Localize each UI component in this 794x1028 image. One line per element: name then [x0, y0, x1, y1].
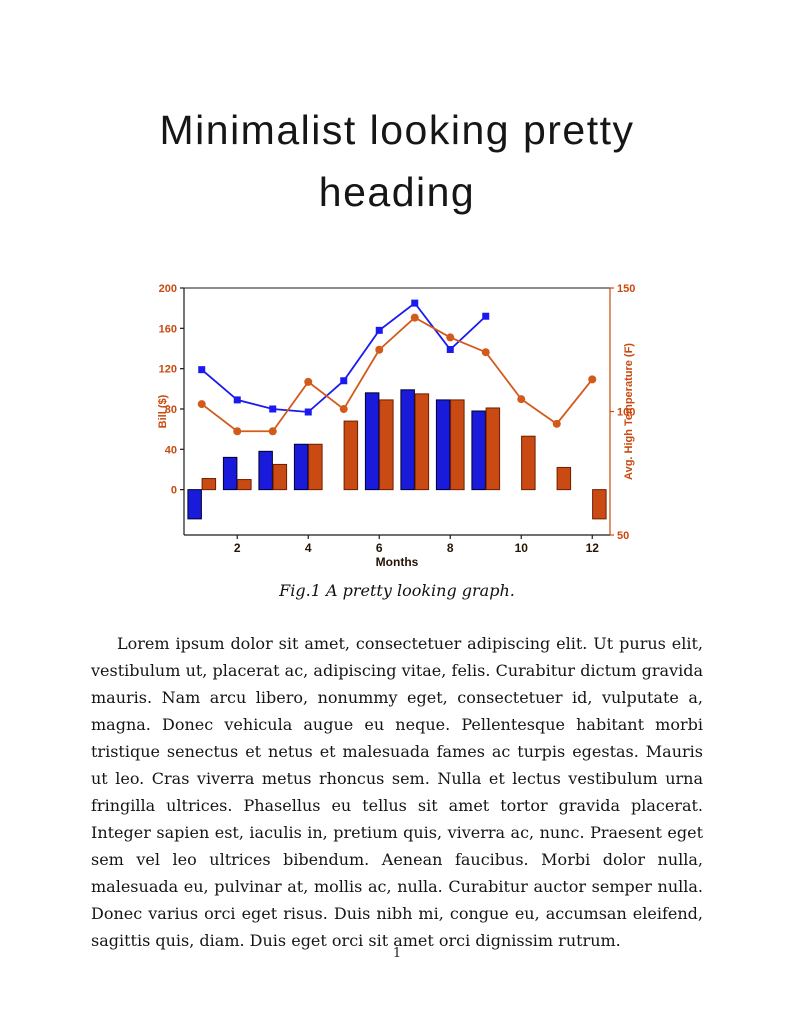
svg-text:8: 8 [447, 541, 454, 555]
page-title: Minimalist looking pretty heading [0, 0, 794, 223]
svg-text:160: 160 [159, 323, 177, 335]
figure: 0 40 80 120 160 200 50 100 150 2 4 6 8 10 12 Months Bill… [0, 281, 794, 600]
svg-text:150: 150 [617, 283, 635, 295]
page-title-line2: heading [318, 168, 476, 215]
svg-text:12: 12 [586, 541, 600, 555]
svg-text:4: 4 [305, 541, 312, 555]
svg-text:40: 40 [165, 444, 177, 456]
svg-text:0: 0 [171, 485, 177, 497]
svg-text:120: 120 [159, 364, 177, 376]
svg-text:2: 2 [234, 541, 241, 555]
svg-text:100: 100 [617, 407, 635, 419]
svg-text:200: 200 [159, 283, 177, 295]
svg-text:50: 50 [617, 530, 629, 542]
svg-text:80: 80 [165, 404, 177, 416]
page-number: 1 [392, 946, 402, 961]
figure-caption: Fig.1 A pretty looking graph. [279, 581, 515, 600]
page-title-line1: Minimalist looking pretty [159, 107, 635, 153]
svg-text:Avg. High Temperature (F): Avg. High Temperature (F) [623, 343, 635, 480]
svg-text:6: 6 [376, 541, 383, 555]
bill-temperature-chart: 0 40 80 120 160 200 50 100 150 2 4 6 8 10 12 Months Bill… [157, 283, 635, 569]
body-paragraph: Lorem ipsum dolor sit amet, consectetuer… [91, 634, 703, 950]
svg-text:Months: Months [376, 555, 419, 569]
svg-text:10: 10 [515, 541, 529, 555]
svg-text:Bill ($): Bill ($) [157, 394, 169, 428]
